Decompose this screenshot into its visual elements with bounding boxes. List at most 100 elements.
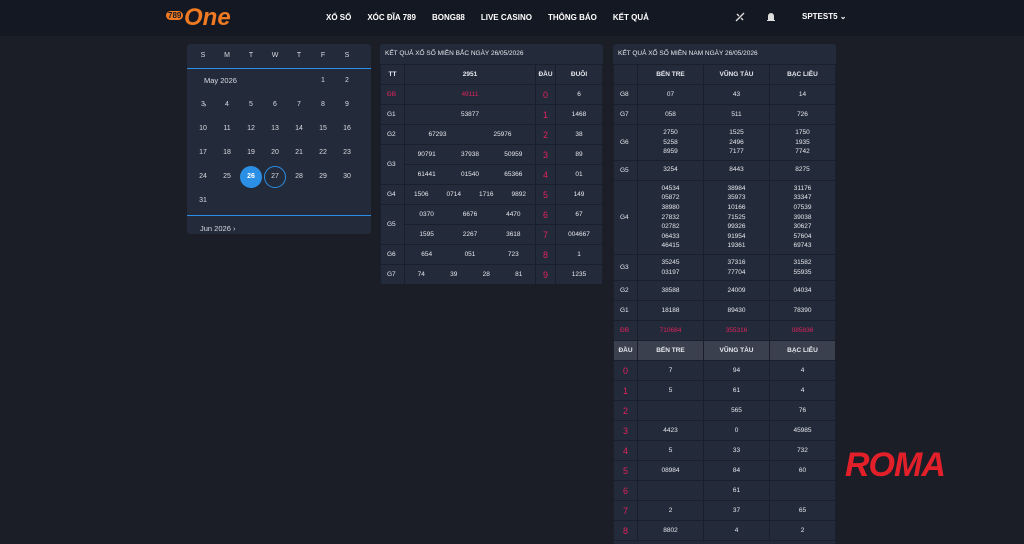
day[interactable]: 9 [345,101,349,108]
bell-icon[interactable] [765,11,777,23]
prize-number: 61441 [417,171,436,178]
day[interactable]: 17 [199,149,207,156]
day[interactable]: 8 [321,101,325,108]
head-digit: 0 [613,360,638,382]
nav: XỔ SỐ XÓC ĐĨA 789 BONG88 LIVE CASINO THÔNG B… [326,13,649,22]
day-grid: May 2026 › 1 2 3 4 5 6 7 8 9 10 11 12 13 14 15 16 17 18 19 2… [187,69,371,213]
day[interactable]: 23 [343,149,351,156]
day[interactable]: 12 [247,125,255,132]
logo-number: 789 [166,11,184,20]
day[interactable]: 29 [319,173,327,180]
day[interactable]: 10 [199,125,207,132]
day[interactable]: 6 [273,101,277,108]
prize-label: G2 [380,124,405,145]
day[interactable]: 21 [295,149,303,156]
day[interactable]: 18 [223,149,231,156]
day[interactable]: 30 [343,173,351,180]
head-title: ĐẦU [613,340,638,362]
day[interactable]: 13 [271,125,279,132]
prize-number: 7177 [729,148,744,156]
header-row: TT 2951 ĐẦU ĐUÔI [380,64,603,85]
day[interactable]: 1 [321,77,325,84]
day[interactable]: 27 [264,166,286,188]
prize-row: G1 53877 1 1468 [380,104,603,125]
province: VŨNG TÀU [703,340,770,362]
day[interactable]: 14 [295,125,303,132]
day[interactable]: 31 [199,197,207,204]
prize-row: G3 35245 03197 37316 77704 31582 55935 [613,253,836,282]
nav-item[interactable]: XỔ SỐ [326,13,352,22]
weekday: F [320,52,326,59]
prize-cell: 085836 [769,320,836,342]
prize-cell: 07 [637,84,704,105]
day[interactable]: 24 [199,173,207,180]
day[interactable]: 3 [201,101,205,108]
prize-number: 1506 [414,191,429,198]
tail-digits: 4 [769,360,836,382]
prize-row: G5 0370 6676 4470 6 67 [380,204,603,245]
day[interactable]: 2 [345,77,349,84]
day[interactable]: 19 [247,149,255,156]
head-digit: 8 [535,244,556,265]
header-cell: TT [380,64,405,85]
prize-label: G5 [613,159,638,181]
nav-item[interactable]: LIVE CASINO [480,13,532,22]
prize-row: ĐB 49111 0 6 [380,84,603,105]
day[interactable]: 5 [249,101,253,108]
day[interactable]: 26 [240,166,262,188]
prize-label: G1 [380,104,405,125]
tools-icon[interactable] [734,11,746,23]
tail-digits: 5 [637,380,704,402]
day-empty [311,189,335,213]
prize-cell: 43 [703,84,770,105]
day[interactable]: 20 [271,149,279,156]
nav-item[interactable]: KẾT QUẢ [612,13,649,22]
head-digit: 2 [613,400,638,422]
head-digit: 7 [535,224,556,245]
prize-label: G2 [613,280,638,302]
prize-number: 27832 [661,213,680,221]
prize-numbers: 67293 25976 [404,124,536,145]
prize-row: G6 2750 5258 8959 1525 2496 7177 1750 1935 7742 [613,124,836,161]
prize-cell: 35245 03197 [637,253,704,282]
prize-number: 0714 [446,191,461,198]
prize-number: 71525 [727,213,746,221]
day[interactable]: 22 [319,149,327,156]
number-line: 90791 37938 50959 [405,151,535,158]
prize-number: 2267 [462,231,478,238]
calendar: S M T W T F S May 2026 › 1 2 3 4 5 6 7 8 9 10 11 12 13 14 15 16… [187,44,371,234]
prize-cell: 89430 [703,300,770,322]
day[interactable]: 15 [319,125,327,132]
prize-cell: 3254 [637,159,704,181]
day-empty [287,69,311,93]
weekday: T [248,52,254,59]
prize-label: G1 [613,300,638,322]
head-digit: 6 [613,480,638,502]
day[interactable]: 7 [297,101,301,108]
tail-digits: 01 [555,164,603,185]
tail-digits: 1 [555,244,603,265]
prize-row: G3 90791 37938 50959 3 89 [380,144,603,185]
prize-label: ĐB [380,84,405,105]
nav-item[interactable]: XÓC ĐĨA 789 [367,13,416,22]
prize-cell: 355316 [703,320,770,342]
day[interactable]: 11 [223,125,231,132]
day[interactable]: 28 [295,173,303,180]
prize-number: 77704 [727,268,746,276]
weekday: T [296,52,302,59]
nav-item[interactable]: BONG88 [431,13,465,22]
tail-digits: 004667 [555,224,603,245]
day[interactable]: 25 [223,173,231,180]
prize-cell: 2750 5258 8959 [637,124,704,161]
prize-number: 1935 [795,138,810,146]
day[interactable]: 16 [343,125,351,132]
day[interactable]: 4 [225,101,229,108]
next-month[interactable]: Jun 2026 › [187,215,371,234]
day-empty [263,69,287,93]
header-cell: ĐẦU [535,64,556,85]
month-label[interactable]: May 2026 › [204,76,237,109]
prize-cell: 04034 [769,280,836,302]
head-digit: 2 [535,124,556,145]
user-menu[interactable]: SPTEST5 ⌄ [802,12,847,21]
nav-item[interactable]: THÔNG BÁO [547,13,597,22]
